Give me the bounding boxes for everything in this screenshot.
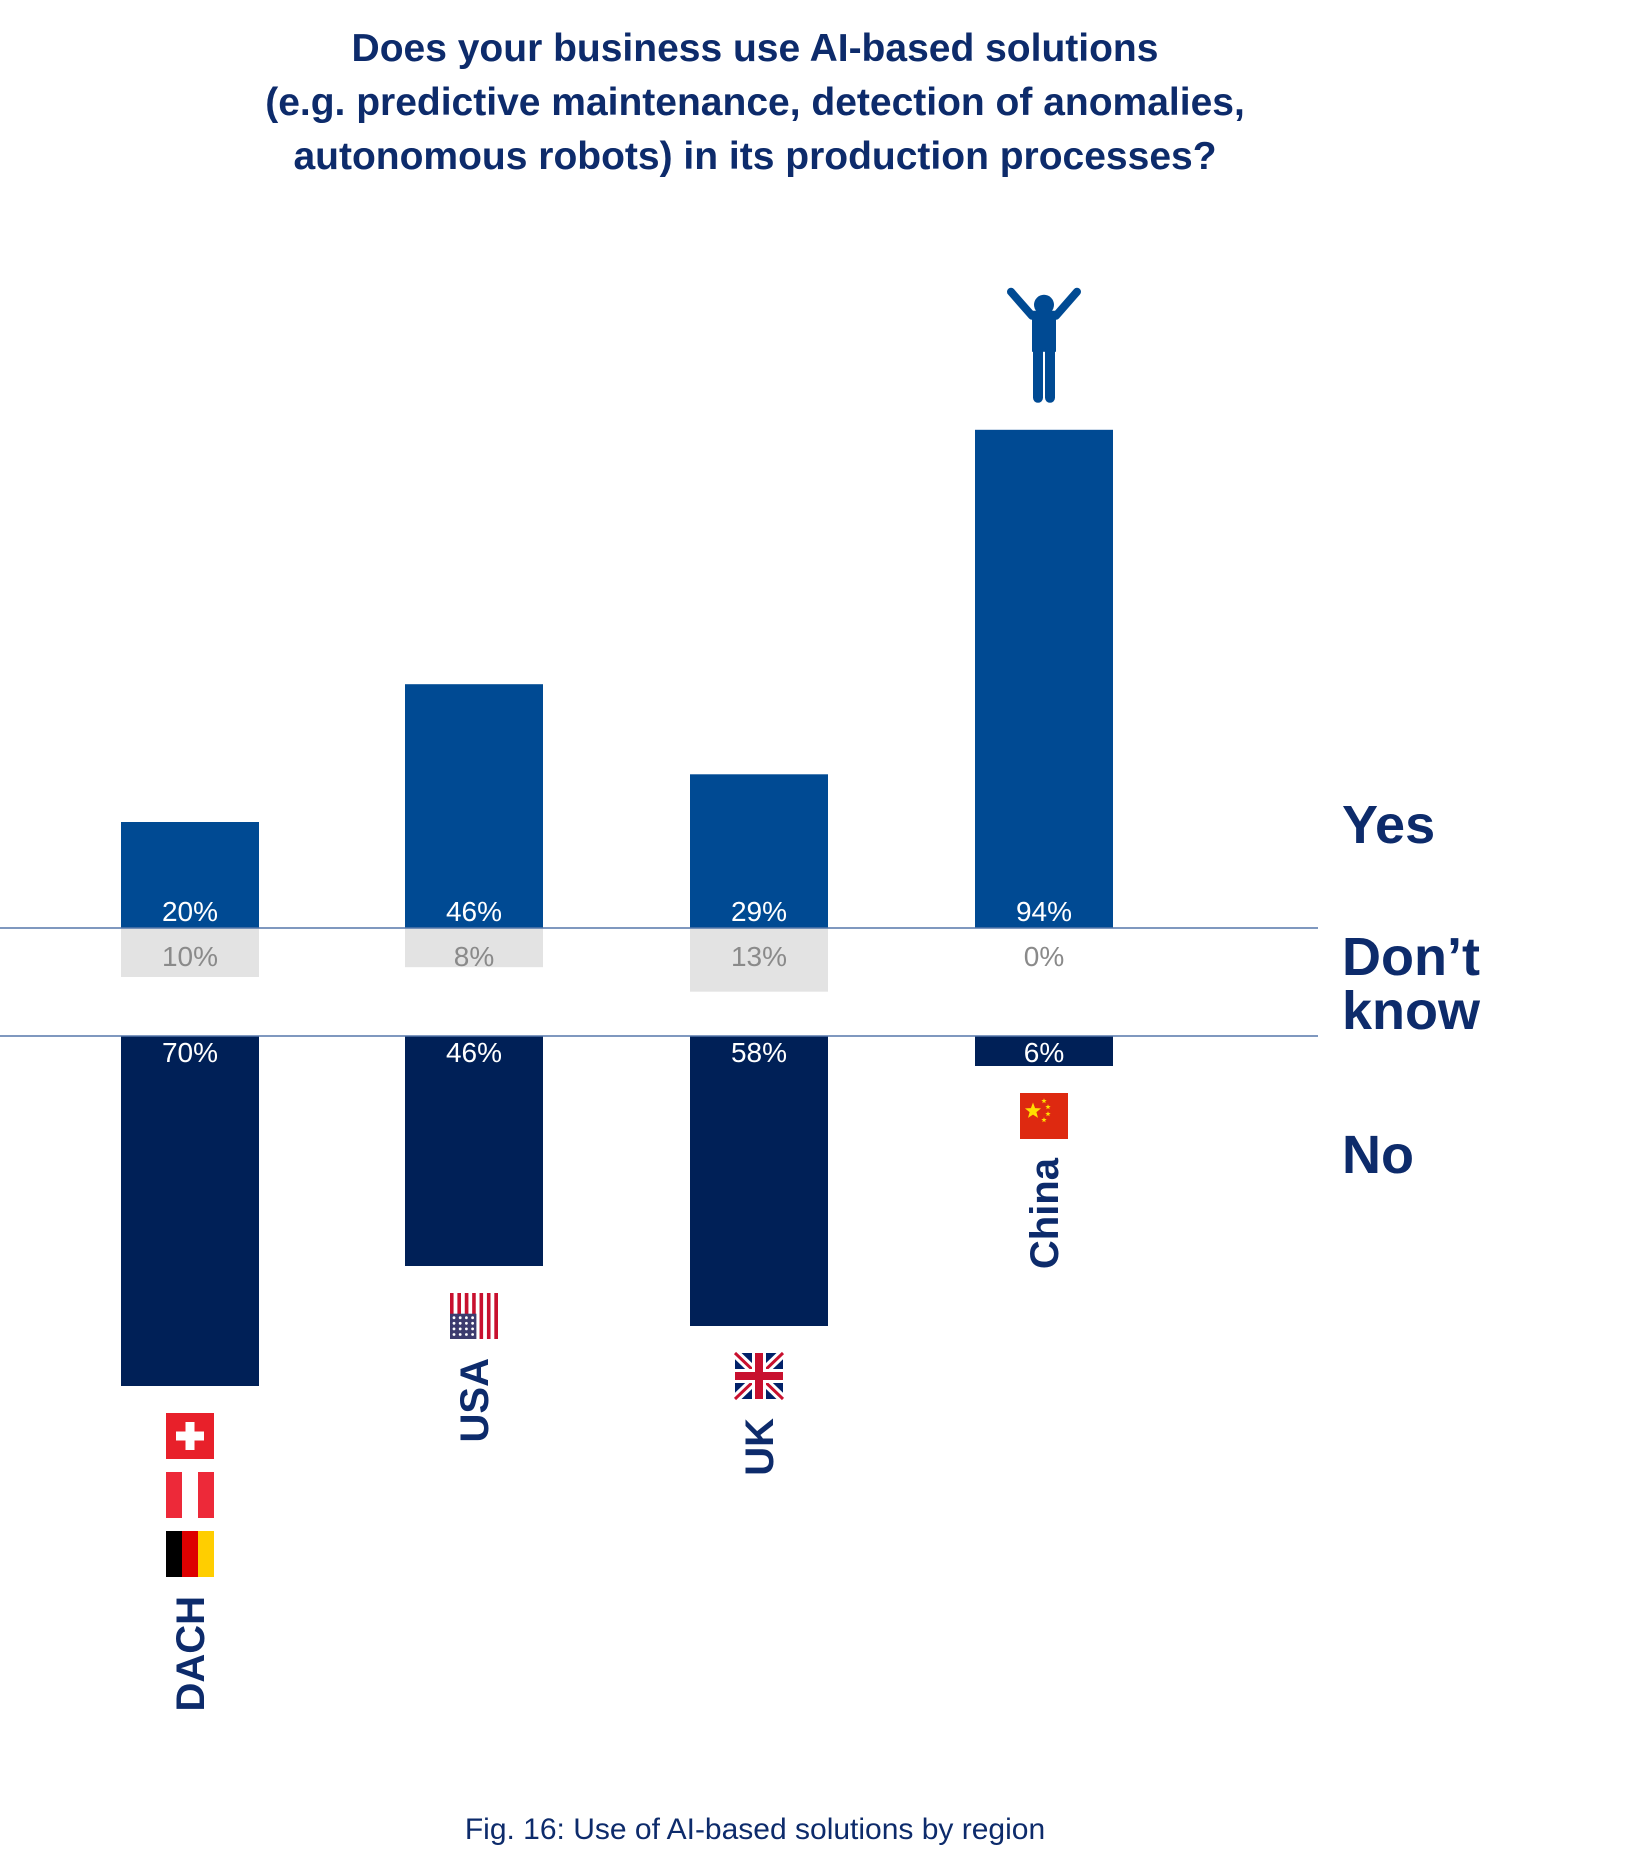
legend-no: No <box>1342 1125 1414 1185</box>
usa-flag-icon <box>450 1293 498 1339</box>
category-label-uk: UK <box>738 1418 782 1476</box>
bar-yes-uk <box>690 774 828 928</box>
value-label-no-dach: 70% <box>162 1037 218 1068</box>
value-label-no-usa: 46% <box>446 1037 502 1068</box>
switzerland-flag-icon <box>166 1413 214 1459</box>
bar-dont-know-uk <box>690 928 828 992</box>
austria-flag-icon <box>166 1472 214 1518</box>
bar-dont-know-dach <box>121 928 259 977</box>
bar-dont-know-usa <box>405 928 543 968</box>
figure-caption: Fig. 16: Use of AI-based solutions by re… <box>464 1813 1046 1846</box>
legend-yes: Yes <box>1342 795 1435 855</box>
bar-no-usa <box>405 1036 543 1266</box>
germany-flag-icon <box>166 1531 214 1577</box>
value-label-dont-know-dach: 10% <box>162 941 218 972</box>
value-label-yes-uk: 29% <box>731 896 787 927</box>
value-label-dont-know-china: 0% <box>1024 941 1064 972</box>
uk-flag-icon <box>731 1349 787 1403</box>
person-arms-raised-icon <box>1007 287 1081 403</box>
title-line-3: autonomous robots) in its production pro… <box>293 135 1217 178</box>
category-label-dach: DACH <box>169 1596 213 1712</box>
bar-no-dach <box>121 1036 259 1386</box>
legend-dont-know: Don’t know <box>1342 927 1481 1041</box>
value-label-no-uk: 58% <box>731 1037 787 1068</box>
value-label-dont-know-usa: 8% <box>454 941 494 972</box>
value-label-yes-china: 94% <box>1016 896 1072 927</box>
bar-no-china <box>975 1036 1113 1066</box>
bar-yes-usa <box>405 684 543 928</box>
value-label-dont-know-uk: 13% <box>731 941 787 972</box>
category-label-usa: USA <box>453 1358 497 1442</box>
bar-no-uk <box>690 1036 828 1326</box>
china-flag-icon <box>1020 1093 1068 1139</box>
title-line-1: Does your business use AI-based solution… <box>351 27 1159 70</box>
chart-title: Does your business use AI-based solution… <box>0 22 1510 184</box>
category-label-china: China <box>1023 1157 1067 1269</box>
bar-yes-china <box>975 429 1113 928</box>
title-line-2: (e.g. predictive maintenance, detection … <box>265 81 1245 124</box>
value-label-yes-dach: 20% <box>162 896 218 927</box>
value-label-no-china: 6% <box>1024 1037 1064 1068</box>
value-label-yes-usa: 46% <box>446 896 502 927</box>
bar-yes-dach <box>121 822 259 928</box>
